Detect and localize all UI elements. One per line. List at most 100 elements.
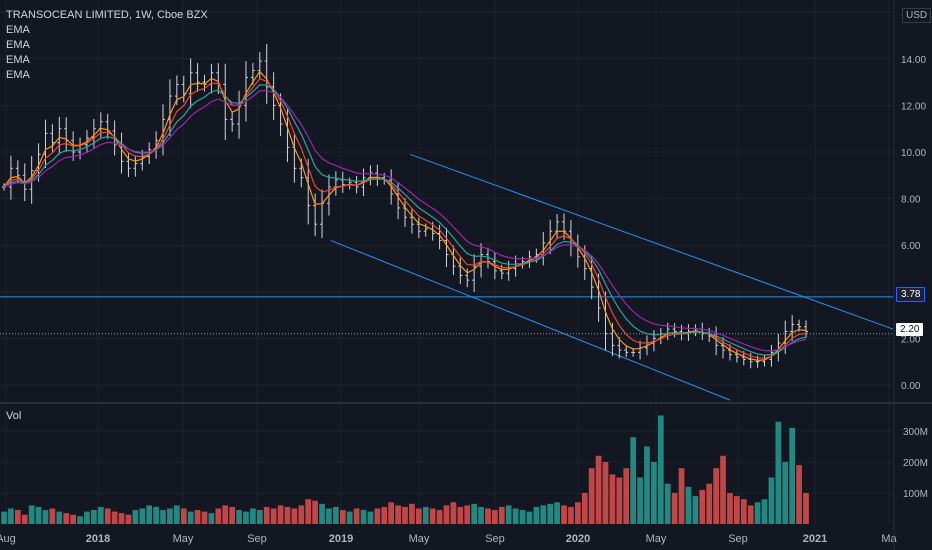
volume-bar: [651, 462, 657, 524]
volume-bar: [540, 505, 547, 524]
volume-tick-label: 100M: [903, 489, 928, 500]
volume-bar: [208, 513, 215, 524]
symbol-title: TRANSOCEAN LIMITED, 1W, Cboe BZX: [6, 9, 208, 21]
volume-bar: [270, 508, 277, 524]
volume-bar: [42, 510, 49, 524]
volume-bar: [84, 511, 90, 524]
volume-bar: [512, 508, 519, 524]
volume-bar: [678, 468, 685, 524]
volume-bar: [436, 510, 443, 524]
ema-slow-line: [3, 84, 807, 356]
channel-lower-line: [330, 240, 731, 401]
volume-bar: [118, 513, 125, 524]
ema-label-3[interactable]: EMA: [6, 54, 30, 66]
volume-bar: [215, 508, 222, 524]
volume-bars: [1, 415, 809, 524]
ema-mid-line: [3, 77, 807, 359]
volume-bar: [374, 508, 381, 524]
volume-bar: [167, 508, 173, 524]
volume-label[interactable]: Vol: [6, 410, 22, 422]
volume-bar: [720, 455, 726, 524]
volume-bar: [236, 510, 242, 524]
volume-bar: [803, 493, 809, 524]
time-axis: Aug 2018 May Sep 2019 May Sep 2020 May Sep 2021 Ma: [0, 533, 898, 545]
time-tick-label: Sep: [728, 533, 748, 545]
volume-bar: [8, 508, 14, 524]
volume-bar: [173, 505, 180, 524]
volume-bar: [339, 510, 346, 524]
volume-bar: [56, 511, 63, 524]
volume-bar: [637, 477, 643, 524]
volume-bar: [353, 508, 360, 524]
volume-bar: [519, 510, 526, 524]
volume-bar: [180, 508, 187, 524]
volume-bar: [692, 496, 699, 524]
time-tick-label: 2018: [86, 533, 110, 545]
volume-tick-label: 200M: [903, 458, 928, 469]
volume-bar: [568, 506, 574, 524]
volume-bar: [706, 483, 713, 524]
volume-bar: [35, 506, 42, 524]
volume-bar: [657, 415, 664, 524]
volume-bar: [775, 421, 782, 524]
volume-bar: [713, 468, 719, 524]
volume-bar: [194, 510, 201, 524]
trend-channel: [330, 153, 894, 401]
price-tick-label: 14.00: [901, 55, 926, 66]
volume-bar: [485, 508, 491, 524]
volume-tick-label: 300M: [903, 427, 928, 438]
time-tick-label: May: [409, 533, 430, 545]
volume-bar: [160, 510, 166, 524]
volume-bar: [243, 511, 249, 524]
volume-bar: [1, 511, 7, 524]
volume-bar: [443, 505, 450, 524]
ema-label-2[interactable]: EMA: [6, 39, 30, 51]
volume-bar: [740, 499, 747, 524]
volume-bar: [581, 493, 588, 524]
time-tick-label: Sep: [485, 533, 505, 545]
volume-bar: [70, 514, 76, 524]
volume-bar: [229, 506, 236, 524]
volume-bar: [457, 506, 464, 524]
volume-bar: [395, 505, 401, 524]
volume-bar: [415, 508, 422, 524]
volume-bar: [104, 508, 111, 524]
volume-bar: [284, 506, 291, 524]
volume-bar: [28, 505, 35, 524]
volume-bar: [623, 468, 630, 524]
price-tick-label: 12.00: [901, 101, 926, 112]
volume-bar: [277, 505, 284, 524]
volume-bar: [222, 505, 229, 524]
time-tick-label: Ma: [881, 533, 897, 545]
volume-bar: [547, 503, 554, 524]
volume-bar: [761, 499, 768, 524]
volume-bar: [360, 510, 367, 524]
volume-bar: [139, 508, 146, 524]
time-tick-label: 2020: [566, 533, 590, 545]
ema-label-1[interactable]: EMA: [6, 24, 30, 36]
horizontal-levels: [0, 296, 893, 335]
volume-bar: [561, 505, 567, 524]
time-tick-label: 2021: [803, 533, 827, 545]
ema-lines: [3, 70, 807, 362]
volume-bar: [734, 496, 740, 524]
volume-bar: [478, 506, 484, 524]
volume-bar: [63, 513, 70, 524]
volume-bar: [554, 502, 560, 524]
ema-label-4[interactable]: EMA: [6, 69, 30, 81]
currency-badge[interactable]: USD: [902, 8, 932, 23]
time-tick-label: Sep: [247, 533, 267, 545]
volume-bar: [91, 510, 97, 524]
volume-bar: [616, 477, 623, 524]
volume-bar: [298, 505, 305, 524]
volume-bar: [505, 505, 512, 524]
volume-bar: [49, 508, 56, 524]
time-tick-label: May: [173, 533, 194, 545]
volume-bar: [796, 465, 802, 524]
volume-bar: [146, 505, 153, 524]
volume-bar: [381, 506, 388, 524]
volume-bar: [291, 508, 298, 524]
price-tick-label: 2.00: [901, 334, 921, 345]
volume-bar: [644, 446, 650, 524]
volume-bar: [319, 503, 325, 524]
